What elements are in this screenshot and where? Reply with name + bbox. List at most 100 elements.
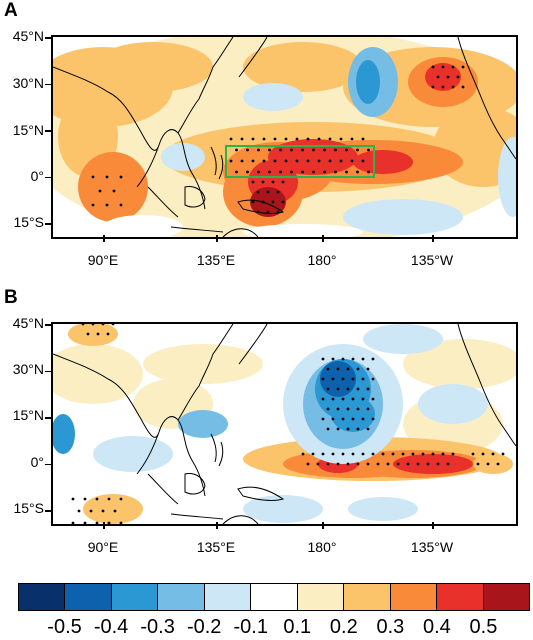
significance-dot (361, 417, 365, 421)
significance-dot (119, 521, 123, 524)
anomaly-patch (363, 324, 443, 354)
colorbar-swatch (204, 584, 252, 610)
significance-dot (461, 85, 465, 89)
significance-dot (257, 170, 260, 174)
significance-dot (326, 407, 330, 411)
significance-dot (89, 509, 93, 513)
panel-a-lon-135e: 135°E (196, 252, 236, 268)
significance-dot (334, 148, 337, 152)
significance-dot (351, 377, 355, 381)
significance-dot (476, 462, 480, 466)
coastline (53, 66, 206, 210)
coastline (170, 226, 224, 233)
significance-dot (356, 387, 360, 391)
significance-dot (356, 148, 359, 152)
significance-dot (371, 377, 375, 381)
significance-dot (421, 452, 425, 456)
significance-dot (361, 137, 365, 141)
significance-dot (346, 407, 350, 411)
significance-dot (481, 452, 485, 456)
significance-dot (366, 387, 370, 391)
significance-dot (328, 137, 332, 141)
significance-dot (361, 159, 365, 163)
significance-dot (95, 521, 99, 524)
anomaly-patch (320, 361, 356, 397)
significance-dot (341, 357, 345, 361)
colorbar-swatch (344, 584, 391, 610)
panel-a-lon-135w: 135°W (410, 252, 454, 268)
significance-dot (366, 407, 370, 411)
significance-dot (83, 497, 87, 501)
significance-dot (281, 180, 285, 184)
significance-dot (271, 200, 275, 204)
significance-dot (321, 452, 325, 456)
significance-dot (290, 170, 293, 174)
axis-tick (103, 522, 105, 529)
significance-dot (71, 521, 75, 524)
significance-dot (367, 148, 370, 152)
anomaly-patch (178, 410, 228, 438)
panel-a-map (51, 35, 518, 239)
coastline (222, 515, 259, 524)
significance-dot (346, 427, 350, 431)
significance-dot (336, 387, 340, 391)
significance-dot (361, 452, 365, 456)
panel-b-lon-135w: 135°W (410, 539, 454, 555)
colorbar-tick-label: 0.4 (423, 616, 451, 638)
significance-dot (441, 452, 445, 456)
significance-dot (266, 210, 270, 214)
panel-a-lon-90e: 90°E (87, 252, 119, 268)
colorbar-swatch (390, 584, 438, 610)
significance-dot (361, 357, 365, 361)
anomaly-patch (78, 152, 148, 222)
anomaly-patch (348, 497, 418, 521)
axis-tick (45, 37, 52, 39)
colorbar-tick-label: 0.2 (329, 616, 358, 638)
significance-dot (366, 462, 370, 466)
anomaly-patch (93, 42, 213, 92)
axis-tick (45, 417, 52, 419)
significance-dot (331, 417, 335, 421)
panel-b-lat-15s: 15°S (13, 500, 44, 516)
significance-dot (251, 200, 255, 204)
significance-dot (311, 452, 315, 456)
colorbar-swatch (251, 584, 298, 610)
significance-dot (371, 452, 375, 456)
significance-dot (101, 509, 105, 513)
anomaly-patch (393, 454, 473, 474)
significance-dot (436, 75, 440, 79)
axis-tick (45, 463, 52, 465)
significance-dot (240, 137, 244, 141)
coastline (457, 37, 516, 160)
significance-dot (101, 324, 105, 326)
panel-b-lon-180: 180° (307, 539, 337, 555)
significance-dot (251, 180, 255, 184)
significance-dot (295, 137, 299, 141)
significance-dot (391, 452, 395, 456)
panel-b-map (51, 322, 518, 526)
coastline (147, 473, 206, 505)
significance-dot (441, 65, 445, 69)
significance-dot (491, 452, 495, 456)
panel-a-lat-45n: 45°N (12, 28, 44, 44)
significance-dot (386, 462, 390, 466)
coastline (238, 37, 268, 78)
anomaly-patch (243, 495, 323, 523)
significance-dot (271, 180, 275, 184)
anomaly-patch (83, 494, 143, 524)
coastline (457, 324, 516, 447)
significance-dot (446, 462, 450, 466)
coastline (210, 433, 224, 467)
significance-dot (328, 159, 332, 163)
significance-dot (341, 452, 345, 456)
coastline (237, 486, 285, 501)
significance-dot (401, 452, 405, 456)
significance-dot (351, 417, 355, 421)
significance-dot (81, 324, 85, 326)
colorbar-swatch (297, 584, 345, 610)
colorbar-swatch (437, 584, 484, 610)
significance-dot (411, 452, 415, 456)
axis-tick (45, 324, 52, 326)
significance-dot (301, 452, 305, 456)
significance-dot (326, 427, 330, 431)
